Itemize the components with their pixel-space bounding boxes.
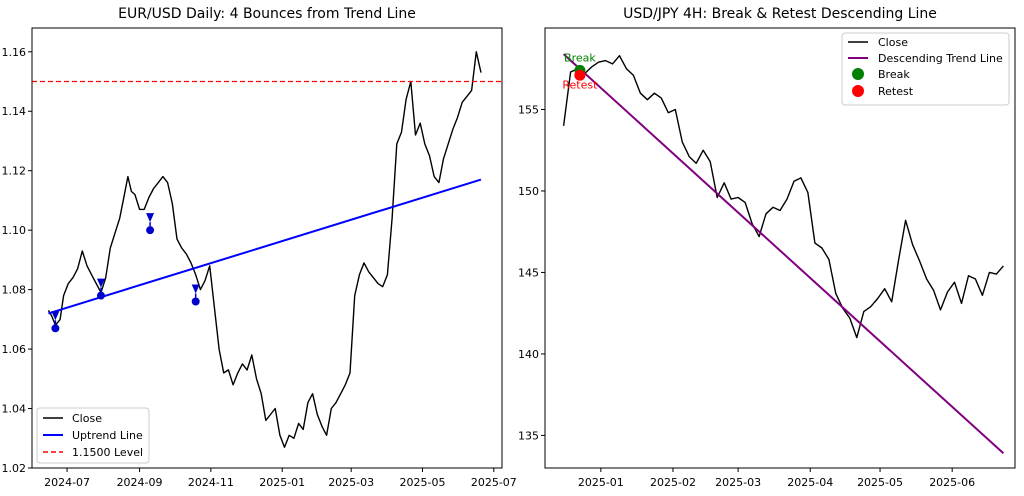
y-tick-label: 135	[518, 429, 539, 442]
bounce-arrow	[191, 284, 200, 294]
y-tick-label: 1.16	[2, 46, 27, 59]
x-tick-label: 2024-09	[117, 476, 163, 489]
x-tick-label: 2025-05	[400, 476, 446, 489]
usdjpy-legend: Close Descending Trend Line Break Retest	[841, 32, 1010, 106]
x-tick-label: 2025-03	[715, 476, 761, 489]
x-tick-label: 2025-01	[259, 476, 305, 489]
y-tick-label: 150	[518, 185, 539, 198]
retest-point	[574, 69, 586, 81]
usdjpy-plot-marks: Break Retest	[562, 51, 1005, 455]
legend-close-label: Close	[72, 412, 102, 425]
close-price-line	[47, 51, 482, 448]
retest-label: Retest	[562, 78, 598, 91]
x-tick-label: 2025-03	[328, 476, 374, 489]
y-tick-label: 1.02	[2, 462, 27, 475]
eurusd-axes-frame	[31, 27, 503, 469]
y-tick-label: 1.12	[2, 165, 27, 178]
usdjpy-chart-title: USD/JPY 4H: Break & Retest Descending Li…	[623, 6, 937, 22]
bounce-arrow	[96, 278, 105, 288]
y-tick-label: 1.08	[2, 284, 27, 297]
y-tick-label: 140	[518, 348, 539, 361]
y-tick-label: 1.04	[2, 403, 27, 416]
break-label: Break	[564, 51, 596, 64]
uptrend-line	[48, 178, 482, 315]
x-tick-label: 2025-04	[787, 476, 833, 489]
usdjpy-legend-box	[841, 32, 1010, 106]
legend-break-label: Break	[878, 68, 910, 81]
x-tick-label: 2025-06	[929, 476, 975, 489]
x-tick-label: 2025-07	[471, 476, 517, 489]
eurusd-ticks: 1.02 1.04 1.06 1.08 1.10 1.12 1.14 1.16 2024-07 2…	[2, 46, 517, 489]
legend-level-label: 1.1500 Level	[72, 446, 143, 459]
descending-trend-line	[562, 53, 1005, 455]
x-tick-label: 2025-02	[650, 476, 696, 489]
x-tick-label: 2025-05	[857, 476, 903, 489]
legend-close-label: Close	[878, 36, 908, 49]
x-tick-label: 2024-11	[188, 476, 234, 489]
y-tick-label: 1.06	[2, 343, 27, 356]
eurusd-chart: EUR/USD Daily: 4 Bounces from Trend Line…	[2, 6, 517, 489]
bounce-point	[96, 291, 105, 300]
y-tick-label: 1.10	[2, 224, 27, 237]
close-price-line	[562, 55, 1004, 339]
legend-uptrend-label: Uptrend Line	[72, 429, 143, 442]
eurusd-plot-marks	[32, 51, 502, 448]
bounce-arrow	[146, 213, 155, 223]
eurusd-chart-title: EUR/USD Daily: 4 Bounces from Trend Line	[118, 6, 416, 22]
y-tick-label: 1.14	[2, 105, 27, 118]
eurusd-legend: Close Uptrend Line 1.1500 Level	[36, 407, 150, 464]
usdjpy-axes-frame	[544, 27, 1016, 469]
legend-retest-label: Retest	[878, 85, 914, 98]
bounce-point	[191, 297, 200, 306]
x-tick-label: 2024-07	[44, 476, 90, 489]
y-tick-label: 145	[518, 266, 539, 279]
bounce-point	[51, 324, 60, 333]
x-tick-label: 2025-01	[578, 476, 624, 489]
legend-trend-label: Descending Trend Line	[878, 52, 1003, 65]
usdjpy-ticks: 135 140 145 150 155 2025-01 2025-02 2025-03 2025…	[518, 103, 975, 489]
bounce-arrow	[51, 311, 60, 321]
usdjpy-chart: USD/JPY 4H: Break & Retest Descending Li…	[518, 6, 1016, 489]
bounce-point	[146, 226, 155, 235]
y-tick-label: 155	[518, 103, 539, 116]
legend-break-swatch	[852, 68, 864, 80]
legend-retest-swatch	[852, 85, 864, 97]
eurusd-legend-box	[36, 407, 150, 464]
